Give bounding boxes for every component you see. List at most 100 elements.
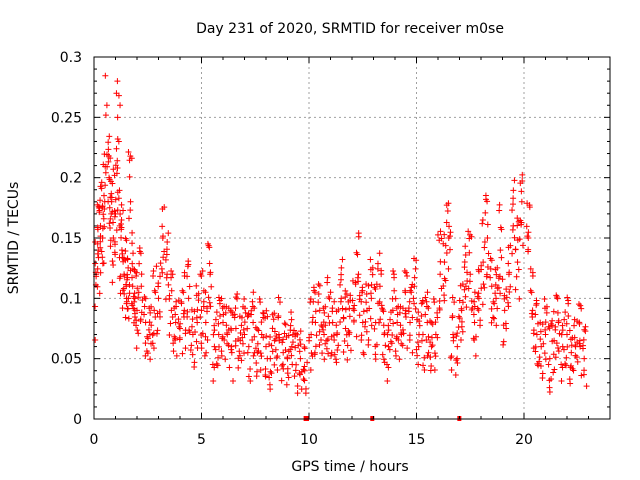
data-point xyxy=(112,241,119,248)
data-point xyxy=(418,337,425,344)
data-point xyxy=(252,345,259,352)
data-point xyxy=(554,295,561,302)
data-point xyxy=(105,146,112,153)
data-point xyxy=(235,364,242,371)
data-point xyxy=(127,267,134,274)
data-point xyxy=(163,251,170,258)
data-point xyxy=(454,343,461,350)
data-point xyxy=(109,180,116,187)
data-point xyxy=(320,305,327,312)
data-point xyxy=(487,274,494,281)
data-point xyxy=(103,102,110,109)
data-point xyxy=(219,333,226,340)
data-point xyxy=(178,300,185,307)
data-point xyxy=(119,250,126,257)
data-point xyxy=(358,332,365,339)
data-point xyxy=(139,297,146,304)
data-point xyxy=(514,215,521,222)
data-point xyxy=(488,319,495,326)
data-point xyxy=(412,305,419,312)
data-point xyxy=(383,361,390,368)
data-point xyxy=(406,332,413,339)
data-point xyxy=(568,362,575,369)
data-point xyxy=(321,356,328,363)
data-point xyxy=(360,351,367,358)
data-point xyxy=(296,336,303,343)
data-point xyxy=(114,207,121,214)
data-point xyxy=(321,309,328,316)
data-point xyxy=(390,271,397,278)
data-point xyxy=(346,331,353,338)
data-point xyxy=(395,336,402,343)
data-point xyxy=(393,305,400,312)
data-point xyxy=(509,250,516,257)
data-point xyxy=(254,340,261,347)
data-point xyxy=(105,158,112,165)
data-point xyxy=(131,298,138,305)
data-point xyxy=(440,282,447,289)
data-point xyxy=(114,157,121,164)
data-point xyxy=(146,305,153,312)
data-point xyxy=(228,327,235,334)
data-point xyxy=(232,305,239,312)
data-point xyxy=(122,235,129,242)
data-point xyxy=(423,336,430,343)
data-point xyxy=(107,215,114,222)
data-point xyxy=(223,329,230,336)
data-point xyxy=(345,298,352,305)
data-point xyxy=(340,349,347,356)
data-point xyxy=(253,359,260,366)
data-point xyxy=(287,322,294,329)
data-point xyxy=(244,313,251,320)
data-point xyxy=(539,321,546,328)
data-point xyxy=(198,272,205,279)
data-point xyxy=(107,243,114,250)
data-point xyxy=(282,321,289,328)
data-point xyxy=(134,327,141,334)
data-point xyxy=(164,239,171,246)
data-point xyxy=(236,348,243,355)
data-point xyxy=(193,292,200,299)
data-point xyxy=(344,342,351,349)
data-point xyxy=(107,155,114,162)
data-point xyxy=(250,319,257,326)
data-point xyxy=(292,367,299,374)
data-point xyxy=(514,222,521,229)
data-point xyxy=(425,305,432,312)
data-point xyxy=(551,337,558,344)
data-point xyxy=(367,315,374,322)
data-point xyxy=(469,305,476,312)
data-point xyxy=(540,340,547,347)
data-point xyxy=(217,312,224,319)
data-point xyxy=(468,233,475,240)
data-point xyxy=(409,314,416,321)
data-point xyxy=(456,315,463,322)
data-point xyxy=(150,272,157,279)
data-point xyxy=(272,346,279,353)
data-point xyxy=(129,283,136,290)
data-point xyxy=(389,307,396,314)
data-point xyxy=(188,323,195,330)
data-point xyxy=(104,163,111,170)
data-point xyxy=(199,330,206,337)
data-point xyxy=(170,340,177,347)
data-point xyxy=(454,355,461,362)
data-point xyxy=(321,331,328,338)
y-tick-label: 0.15 xyxy=(51,231,82,247)
data-point xyxy=(135,294,142,301)
data-point xyxy=(453,333,460,340)
data-point xyxy=(281,330,288,337)
data-point xyxy=(421,354,428,361)
data-point xyxy=(333,322,340,329)
data-point xyxy=(574,358,581,365)
data-point xyxy=(425,349,432,356)
data-point xyxy=(461,264,468,271)
data-point xyxy=(101,192,108,199)
data-point xyxy=(525,248,532,255)
data-point xyxy=(112,196,119,203)
data-point xyxy=(434,231,441,238)
data-point xyxy=(275,294,282,301)
data-point xyxy=(168,287,175,294)
data-point xyxy=(101,206,108,213)
